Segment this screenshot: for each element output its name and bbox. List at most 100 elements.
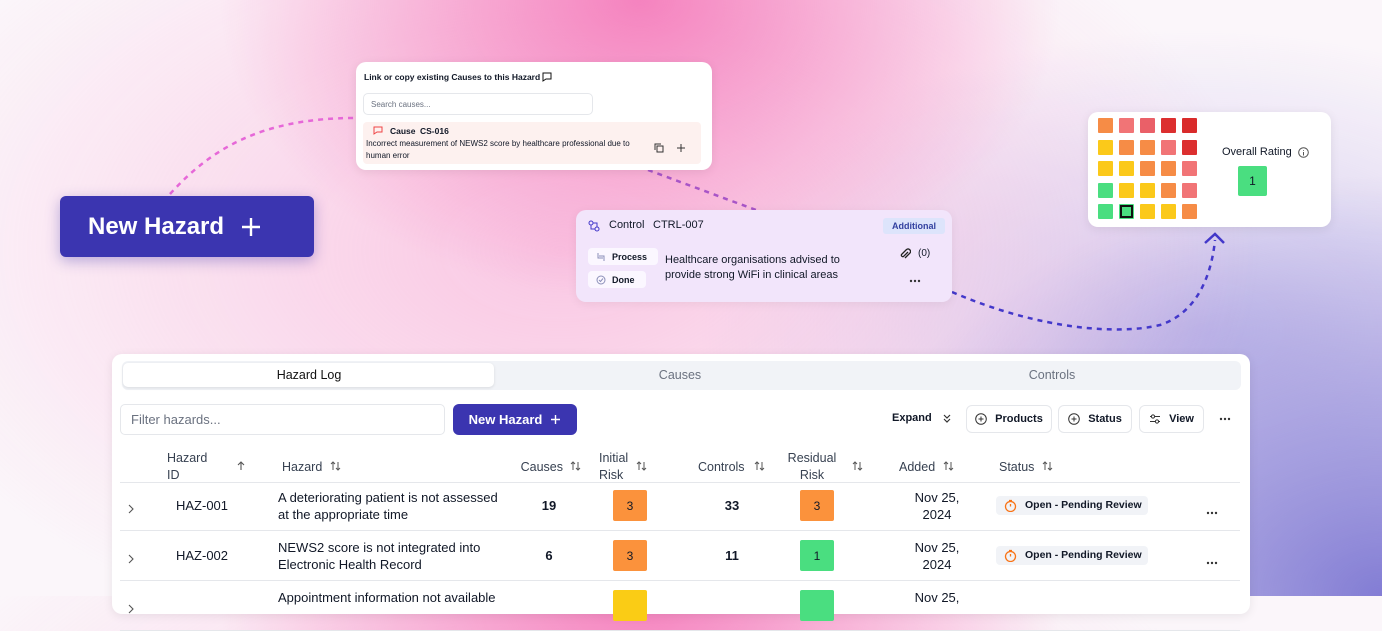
- cause-id: CS-016: [420, 126, 449, 136]
- expand-button[interactable]: Expand: [892, 412, 952, 424]
- column-header[interactable]: Initial Risk: [599, 451, 629, 482]
- sort-icon-svg: [237, 461, 245, 470]
- control-id: CTRL-007: [653, 219, 704, 231]
- sort-icon: [1042, 459, 1053, 471]
- risk-box: [800, 590, 834, 621]
- filter-input[interactable]: Filter hazards...: [120, 404, 445, 435]
- new-hazard-button[interactable]: New Hazard: [453, 404, 577, 435]
- hero-button-label: New Hazard: [88, 212, 225, 240]
- add-icon[interactable]: [676, 143, 686, 153]
- sort-icon: [754, 459, 765, 471]
- paperclip-icon[interactable]: [899, 248, 911, 260]
- expand-chevron-svg: [128, 554, 134, 564]
- cause-icon: [373, 126, 383, 135]
- matrix-cell: [1098, 204, 1113, 219]
- tab[interactable]: Controls: [1028, 368, 1076, 382]
- matrix-cell: [1140, 161, 1155, 176]
- products-button[interactable]: Products: [966, 405, 1052, 433]
- matrix-cell: [1161, 139, 1176, 155]
- process-tag: Process: [588, 248, 658, 265]
- expand-chevron: [127, 551, 135, 564]
- arrow-head: [1204, 232, 1225, 244]
- tag-icon: [596, 275, 606, 284]
- new-hazard-label: New Hazard: [468, 412, 543, 427]
- matrix-cell: [1098, 139, 1113, 155]
- controls-count: 33: [724, 498, 740, 513]
- matrix-cell: [1140, 204, 1155, 219]
- status-button[interactable]: Status: [1058, 405, 1132, 433]
- sort-icon-svg: [570, 461, 581, 471]
- hazard-text: Appointment information not available: [278, 590, 496, 605]
- plus-circle-icon: [975, 413, 987, 425]
- button-label: Products: [995, 413, 1043, 425]
- status-label: Open - Pending Review: [1025, 499, 1142, 511]
- more-icon[interactable]: [1219, 416, 1231, 422]
- column-header[interactable]: Added: [899, 459, 936, 474]
- search-placeholder: Search causes...: [371, 99, 431, 109]
- filter-placeholder: Filter hazards...: [131, 412, 221, 427]
- risk-box: 1: [800, 540, 834, 571]
- cause-row[interactable]: Cause CS-016 Incorrect measurement of NE…: [363, 122, 701, 164]
- matrix-cell: [1098, 161, 1113, 176]
- tag-icon: [597, 252, 605, 261]
- matrix-cell: [1161, 161, 1176, 176]
- sort-icon: [852, 459, 863, 471]
- sort-icon-svg: [1042, 461, 1053, 471]
- hazard-log-panel: Filter hazards... New Hazard Expand Prod…: [112, 354, 1250, 631]
- copy-icon[interactable]: [654, 143, 664, 153]
- column-header[interactable]: Hazard ID: [167, 451, 208, 482]
- header-divider: [120, 482, 1240, 483]
- matrix-cell: [1119, 139, 1134, 155]
- sort-icon-svg: [636, 461, 647, 471]
- timer-icon: [1004, 549, 1017, 563]
- active-tab-bg: [123, 363, 494, 387]
- expand-chevron: [127, 501, 135, 514]
- control-text: Healthcare organisations advised to prov…: [665, 254, 840, 281]
- control-type: Control: [609, 219, 645, 231]
- matrix-cell: [1119, 118, 1134, 133]
- matrix-cell: [1182, 182, 1197, 198]
- view-button[interactable]: View: [1139, 405, 1204, 433]
- matrix-cell: [1119, 182, 1134, 198]
- info-icon[interactable]: [1298, 147, 1309, 158]
- matrix-cell: [1140, 182, 1155, 198]
- sort-icon: [330, 459, 341, 471]
- column-header[interactable]: Controls: [698, 459, 745, 474]
- tab[interactable]: Hazard Log: [276, 368, 342, 382]
- sort-icon-svg: [330, 461, 341, 471]
- timer-icon: [1004, 499, 1017, 513]
- row-more-icon: [1206, 553, 1218, 565]
- tab[interactable]: Causes: [658, 368, 702, 382]
- cause-popup: Link or copy existing Causes to this Haz…: [356, 62, 712, 170]
- column-header[interactable]: Residual Risk: [787, 451, 837, 482]
- cause-text: Incorrect measurement of NEWS2 score by …: [366, 139, 630, 160]
- hero-button[interactable]: New Hazard: [60, 196, 314, 257]
- expand-chevron: [127, 601, 135, 614]
- search-input[interactable]: Search causes...: [363, 93, 593, 115]
- sort-icon-svg: [943, 461, 954, 471]
- matrix-cell: [1182, 139, 1197, 155]
- matrix-cell: [1119, 204, 1134, 219]
- plus-icon: [551, 415, 561, 424]
- connector: [647, 168, 757, 212]
- rating-value: 1: [1238, 166, 1267, 196]
- risk-box: 3: [613, 540, 647, 571]
- matrix-cell: [1119, 161, 1134, 176]
- risk-box: [613, 590, 647, 621]
- matrix-cell: [1140, 118, 1155, 133]
- row-divider: [120, 530, 1240, 531]
- row-divider: [120, 580, 1240, 581]
- status-label: Open - Pending Review: [1025, 549, 1142, 561]
- column-header[interactable]: Causes: [520, 459, 563, 474]
- hazard-text: A deteriorating patient is not assessed …: [278, 490, 498, 522]
- risk-box: 3: [800, 490, 834, 521]
- more-icon[interactable]: [909, 278, 921, 284]
- added-date: Nov 25,: [914, 590, 960, 605]
- sort-icon: [943, 459, 954, 471]
- column-header[interactable]: Hazard: [282, 459, 323, 474]
- expand-chevron-svg: [128, 504, 134, 514]
- rating-card: Overall Rating 1: [1088, 112, 1331, 227]
- column-header[interactable]: Status: [999, 459, 1035, 474]
- matrix-cell: [1098, 182, 1113, 198]
